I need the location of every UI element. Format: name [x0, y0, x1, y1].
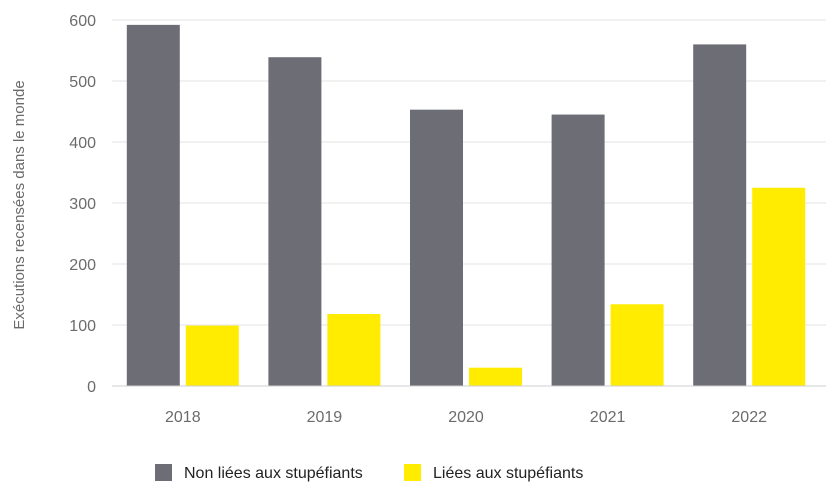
y-tick-label: 400 — [69, 135, 96, 152]
bar-non-liees-2022 — [693, 44, 747, 387]
legend-label-non-liees: Non liées aux stupéfiants — [184, 465, 363, 482]
bars — [126, 24, 806, 387]
y-tick-label: 100 — [69, 318, 96, 335]
y-tick-label: 0 — [87, 379, 96, 396]
y-axis-title: Exécutions recensées dans le monde — [11, 80, 28, 329]
bar-non-liees-2019 — [268, 57, 322, 387]
bar-liees-2019 — [327, 314, 381, 386]
bar-non-liees-2020 — [410, 109, 463, 387]
bar-non-liees-2018 — [126, 24, 180, 386]
y-tick-label: 500 — [69, 74, 96, 91]
y-tick-label: 600 — [69, 13, 96, 30]
legend: Non liées aux stupéfiants Liées aux stup… — [155, 464, 583, 482]
bar-liees-2020 — [469, 367, 522, 386]
bar-liees-2021 — [610, 304, 664, 386]
bar-non-liees-2021 — [551, 114, 605, 387]
legend-swatch-liees — [404, 464, 421, 481]
legend-swatch-non-liees — [155, 464, 172, 481]
bar-liees-2018 — [185, 325, 239, 386]
x-axis-ticks: 2018 2019 2020 2021 2022 — [165, 409, 767, 426]
x-tick-label: 2020 — [448, 409, 484, 426]
y-axis-ticks: 0 100 200 300 400 500 600 — [69, 13, 96, 396]
x-tick-label: 2018 — [165, 409, 201, 426]
legend-label-liees: Liées aux stupéfiants — [433, 465, 583, 482]
x-tick-label: 2022 — [731, 409, 767, 426]
y-tick-label: 200 — [69, 257, 96, 274]
bar-liees-2022 — [752, 187, 806, 386]
y-tick-label: 300 — [69, 196, 96, 213]
x-tick-label: 2019 — [307, 409, 343, 426]
x-tick-label: 2021 — [590, 409, 626, 426]
